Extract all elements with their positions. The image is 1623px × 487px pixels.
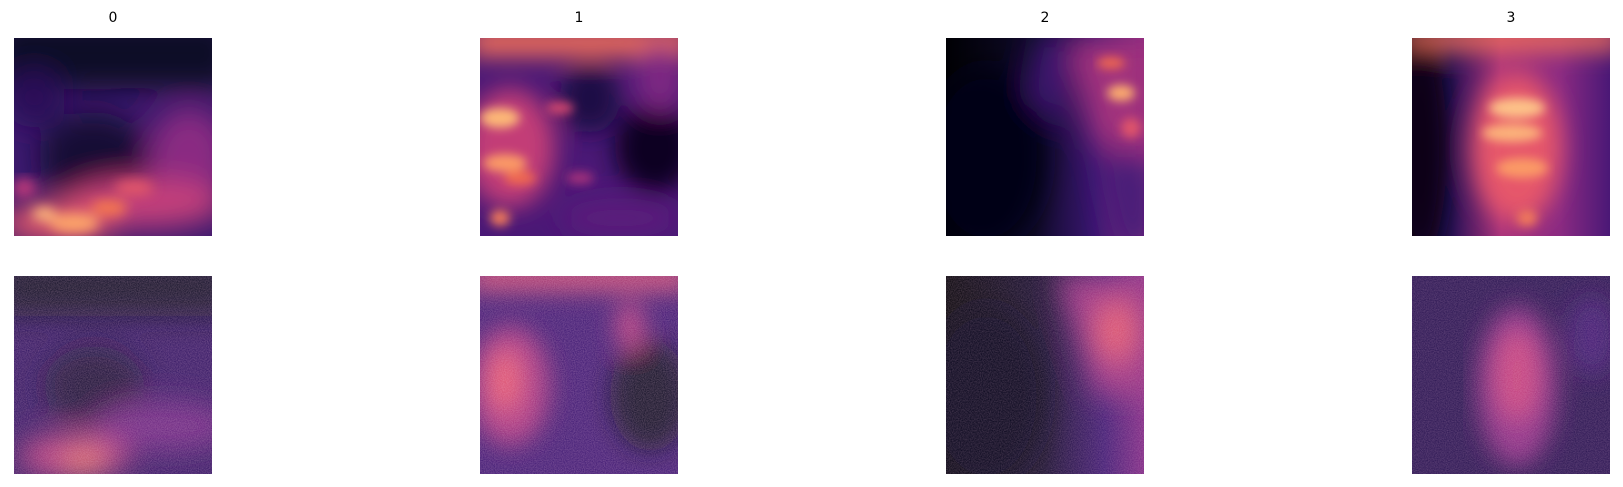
image-panel-1-noisy: [480, 276, 678, 474]
image-panel-1-smooth: [480, 38, 678, 236]
image-panel-3-noisy: [1412, 276, 1610, 474]
column-title-1: 1: [574, 10, 584, 26]
column-title-3: 3: [1506, 10, 1516, 26]
image-panel-3-smooth: [1412, 38, 1610, 236]
image-panel-0-noisy: [14, 276, 212, 474]
column-title-0: 0: [108, 10, 118, 26]
image-panel-0-smooth: [14, 38, 212, 236]
image-panel-2-smooth: [946, 38, 1144, 236]
column-title-2: 2: [1040, 10, 1050, 26]
image-panel-2-noisy: [946, 276, 1144, 474]
